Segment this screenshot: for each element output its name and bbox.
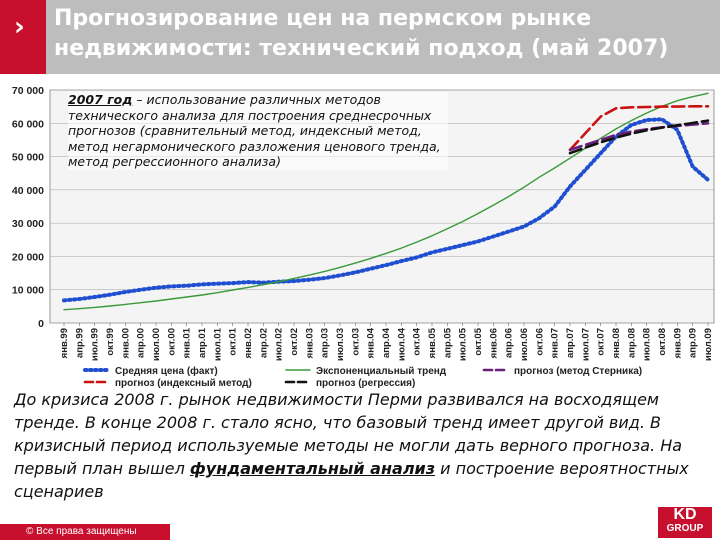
series-line-1 (63, 92, 709, 311)
kd-group-logo: KD GROUP (658, 507, 712, 538)
header-accent: › (0, 0, 46, 74)
x-tick-label: окт.03 (350, 328, 361, 356)
x-tick-label: окт.00 (166, 328, 177, 356)
series-line-0 (62, 117, 710, 303)
x-tick-label: апр.02 (258, 328, 269, 358)
x-tick-label: июл.04 (396, 327, 407, 361)
x-tick-label: апр.99 (74, 328, 85, 358)
x-tick-label: окт.02 (289, 328, 300, 356)
x-tick-label: окт.99 (105, 328, 116, 356)
x-tick-label: июл.02 (274, 328, 285, 361)
legend-label: прогноз (регрессия) (316, 378, 415, 388)
conclusion-emphasis: фундаментальный анализ (189, 459, 436, 478)
x-tick-label: окт.07 (596, 328, 607, 356)
x-tick-label: апр.09 (688, 328, 699, 358)
x-tick-label: янв.04 (366, 327, 377, 358)
chevron-right-icon: › (14, 12, 25, 42)
x-tick-label: июл.99 (90, 328, 101, 361)
x-tick-label: июл.03 (335, 328, 346, 361)
method-note: 2007 год – использование различных метод… (68, 92, 448, 170)
y-tick-label: 30 000 (12, 218, 44, 230)
x-tick-label: апр.04 (381, 327, 392, 358)
y-tick-label: 60 000 (12, 118, 44, 130)
y-tick-label: 0 (38, 318, 44, 330)
legend-label: прогноз (метод Стерника) (514, 366, 642, 377)
series-line-2 (568, 104, 710, 152)
y-tick-label: 40 000 (12, 185, 44, 197)
legend-label: Средняя цена (факт) (115, 365, 218, 377)
x-tick-label: янв.07 (550, 328, 561, 358)
x-tick-label: янв.06 (488, 328, 499, 358)
x-tick-label: янв.00 (120, 328, 131, 358)
x-tick-label: янв.02 (243, 328, 254, 358)
logo-kd: KD (673, 506, 697, 523)
footer: © Все права защищены (0, 524, 720, 540)
x-tick-label: июл.06 (519, 328, 530, 361)
legend-label: Экспоненциальный тренд (316, 366, 447, 377)
x-tick-label: апр.07 (565, 328, 576, 358)
x-tick-label: янв.09 (672, 328, 683, 358)
x-tick-label: янв.05 (427, 327, 438, 358)
conclusion-text: До кризиса 2008 г. рынок недвижимости Пе… (14, 388, 710, 503)
x-tick-label: апр.00 (136, 328, 147, 358)
x-tick-label: окт.06 (534, 328, 545, 356)
footer-bar (0, 524, 170, 540)
x-tick-label: июл.08 (642, 328, 653, 361)
x-tick-label: апр.01 (197, 327, 208, 358)
y-tick-label: 20 000 (12, 251, 44, 263)
x-tick-label: апр.08 (626, 328, 637, 358)
x-tick-label: окт.05 (473, 327, 484, 355)
note-lead: 2007 год (68, 92, 133, 107)
conclusion-part1: До кризиса 2008 г. рынок недвижимости Пе… (14, 390, 683, 478)
legend-label: прогноз (индексный метод) (115, 378, 252, 388)
x-tick-label: янв.03 (304, 328, 315, 358)
conclusion-part2: и построение вероятностных сценариев (14, 459, 689, 501)
x-tick-label: апр.03 (320, 328, 331, 358)
slide-title: Прогнозирование цен на пермском рынке не… (54, 6, 669, 61)
x-tick-label: апр.05 (442, 327, 453, 358)
copyright-text: © Все права защищены (26, 526, 137, 537)
x-tick-label: июл.01 (212, 327, 223, 361)
slide-header: › Прогнозирование цен на пермском рынке … (0, 0, 720, 74)
x-tick-label: янв.01 (182, 327, 193, 358)
y-tick-label: 70 000 (12, 85, 44, 97)
x-tick-label: окт.04 (412, 327, 423, 355)
y-tick-label: 10 000 (12, 285, 44, 297)
x-tick-label: апр.06 (504, 328, 515, 358)
x-tick-label: янв.99 (59, 328, 70, 358)
note-text: – использование различных методов технич… (68, 92, 441, 169)
x-tick-label: янв.08 (611, 328, 622, 358)
series-line-4 (568, 119, 710, 155)
x-tick-label: окт.08 (657, 328, 668, 356)
logo-group: GROUP (666, 523, 704, 534)
x-tick-label: июл.05 (458, 327, 469, 361)
y-tick-label: 50 000 (12, 152, 44, 164)
x-tick-label: июл.07 (580, 328, 591, 361)
x-tick-label: июл.09 (703, 328, 714, 361)
x-tick-label: июл.00 (151, 328, 162, 361)
x-tick-label: окт.01 (228, 327, 239, 355)
